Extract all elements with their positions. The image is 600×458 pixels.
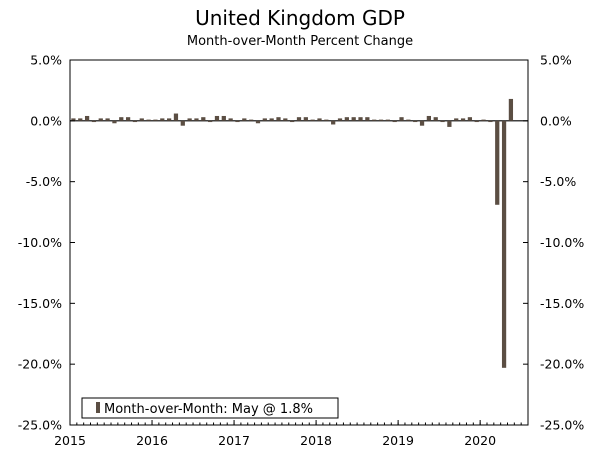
axis-ticks: 5.0% 5.0% 0.0% 0.0% -5.0% -5.0% -10.0% -10.0% -1… (18, 53, 585, 449)
x-tick-label: 2018 (300, 433, 332, 448)
y-tick-label-right: -15.0% (540, 296, 584, 311)
bar (290, 120, 295, 123)
bar (276, 117, 281, 121)
bar (399, 117, 404, 121)
y-tick-label-left: 5.0% (30, 53, 62, 68)
bar (167, 118, 172, 121)
bar (392, 120, 397, 123)
bar (139, 118, 144, 121)
x-tick-label: 2019 (382, 433, 414, 448)
bar (310, 119, 315, 121)
bar (324, 119, 329, 121)
bar (208, 120, 213, 123)
bar (488, 120, 493, 123)
x-tick-label: 2016 (136, 433, 168, 448)
bar (180, 120, 185, 126)
bar (249, 119, 254, 121)
bar (105, 118, 110, 121)
bar (447, 120, 452, 127)
y-tick-label-right: -20.0% (540, 357, 584, 372)
bar (337, 118, 343, 121)
legend-box (81, 397, 339, 419)
y-tick-label-right: -10.0% (540, 235, 584, 250)
y-tick-label-left: -10.0% (18, 235, 62, 250)
x-tick-label: 2015 (54, 433, 86, 448)
bar (112, 120, 117, 124)
bar (303, 117, 308, 121)
bar (119, 117, 124, 121)
bar (474, 120, 479, 123)
bar (201, 117, 206, 121)
y-tick-label-left: -5.0% (26, 174, 62, 189)
bar (358, 117, 363, 121)
legend-swatch (96, 402, 100, 413)
legend: Month-over-Month: May @ 1.8% (81, 397, 339, 419)
bar (365, 117, 370, 121)
bar (78, 118, 83, 121)
bar (317, 118, 322, 121)
bar (125, 117, 131, 121)
bar (228, 118, 233, 121)
chart-title: United Kingdom GDP (195, 6, 405, 30)
plot-border (69, 59, 529, 426)
bar (235, 120, 240, 123)
x-tick-label: 2017 (218, 433, 250, 448)
bar (344, 117, 349, 121)
bar (433, 117, 438, 121)
bar (351, 117, 356, 121)
bar (91, 120, 97, 123)
bar (242, 118, 247, 121)
bar (508, 98, 514, 121)
bar (132, 120, 138, 123)
bar (331, 120, 336, 125)
bar (501, 120, 507, 368)
legend-label: Month-over-Month: May @ 1.8% (104, 402, 313, 417)
bar (495, 120, 500, 205)
bar (214, 115, 220, 121)
bar (269, 118, 274, 121)
bar-series (71, 98, 514, 368)
bar (296, 117, 302, 121)
bar (194, 118, 199, 121)
bar (84, 115, 90, 121)
bar (173, 113, 179, 121)
bar (467, 117, 473, 121)
bar (385, 119, 390, 121)
y-tick-label-left: 0.0% (30, 113, 62, 128)
bar (255, 120, 261, 124)
bar (372, 119, 377, 121)
y-tick-label-right: -5.0% (540, 174, 576, 189)
chart-subtitle: Month-over-Month Percent Change (186, 34, 414, 49)
plot-frame (69, 59, 529, 426)
bar (98, 118, 103, 121)
bar (160, 118, 165, 121)
bar (419, 120, 425, 126)
y-tick-label-left: -25.0% (18, 418, 62, 433)
bar (413, 120, 418, 123)
y-tick-label-right: -25.0% (540, 418, 584, 433)
bar (454, 118, 459, 121)
bar (378, 119, 384, 121)
bar (262, 118, 267, 121)
x-tick-label: 2020 (464, 433, 496, 448)
bar (426, 115, 431, 121)
bar (71, 118, 76, 121)
y-tick-label-left: -15.0% (18, 296, 62, 311)
bar (460, 118, 466, 121)
bar (481, 119, 486, 121)
bar (440, 120, 445, 123)
bar (146, 119, 151, 121)
bar (187, 118, 192, 121)
bar (406, 119, 411, 121)
bar (283, 118, 288, 121)
bar (221, 115, 226, 121)
y-tick-label-right: 5.0% (540, 53, 572, 68)
y-tick-label-left: -20.0% (18, 357, 62, 372)
y-tick-label-right: 0.0% (540, 113, 572, 128)
bar (153, 119, 158, 121)
